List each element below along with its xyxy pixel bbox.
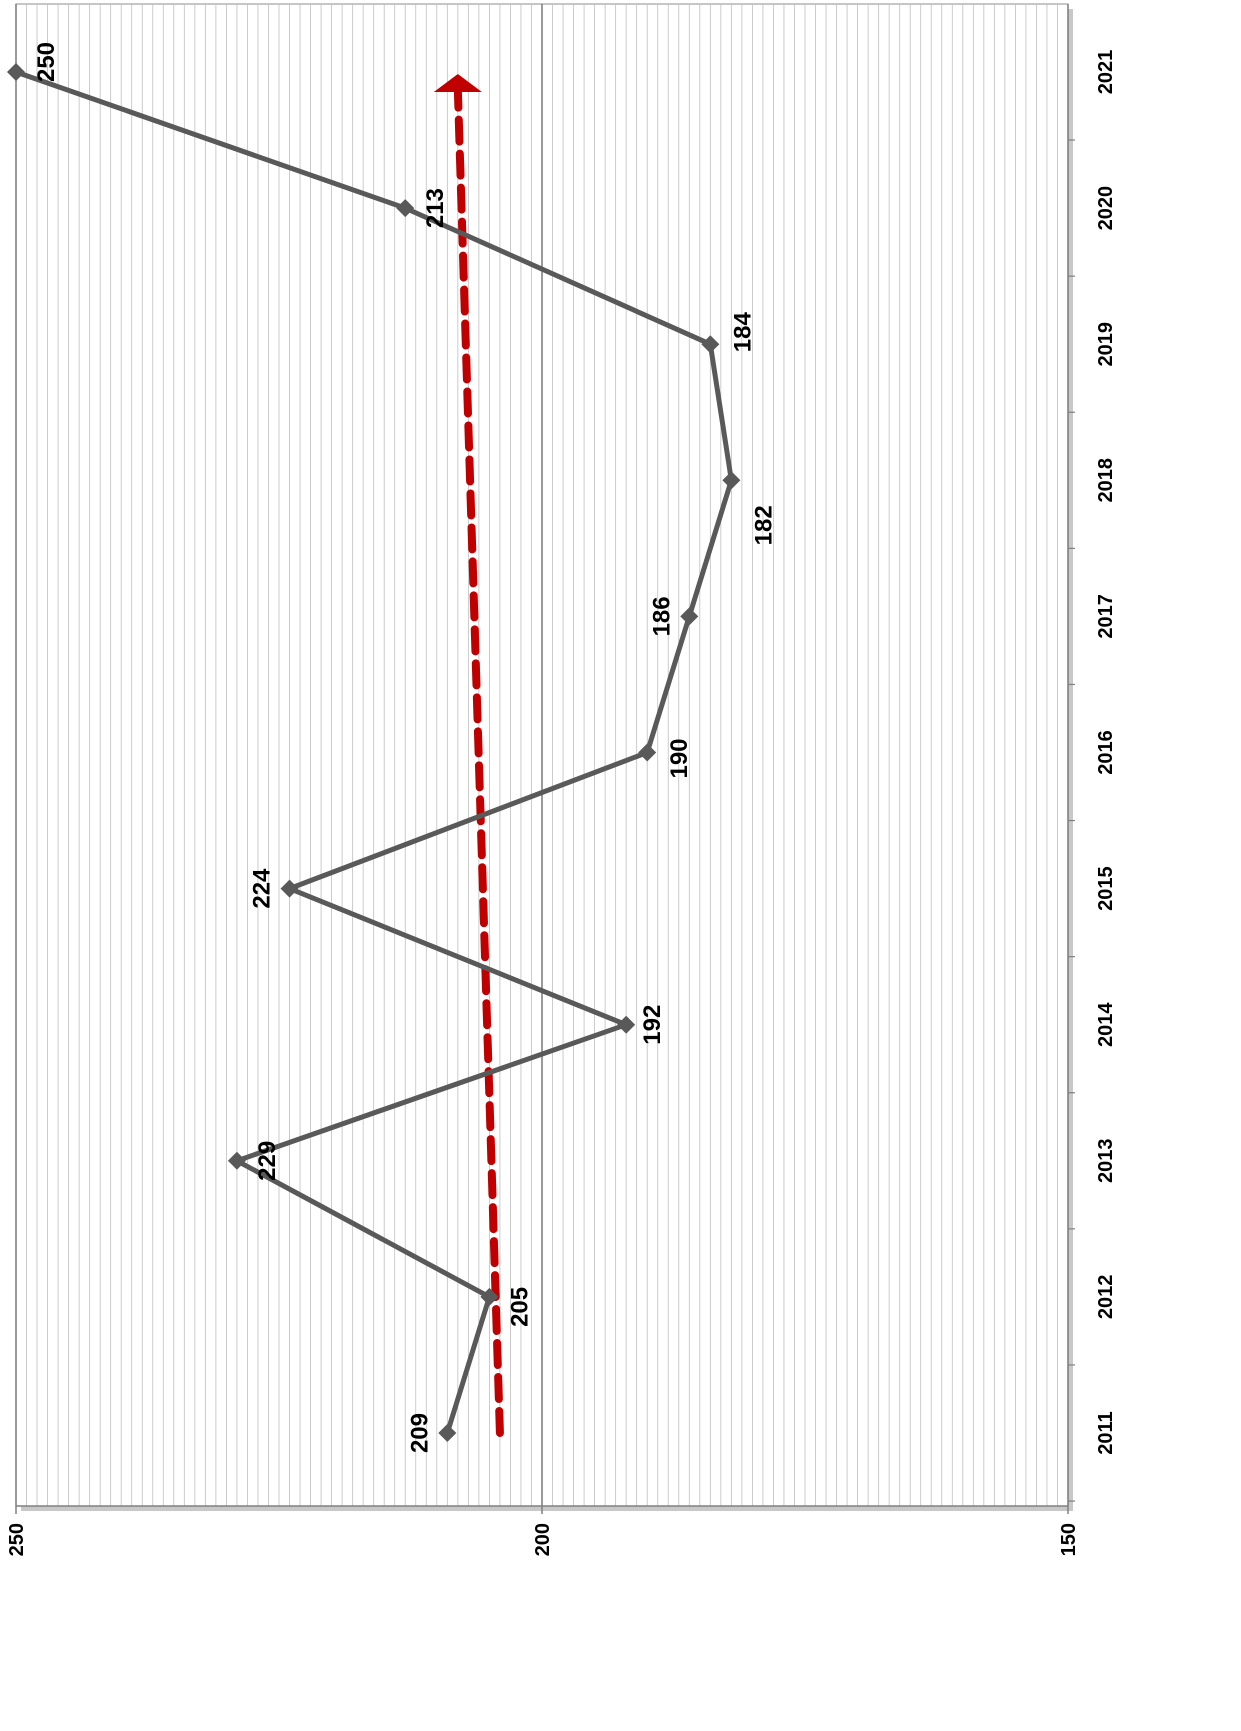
data-labels: 209 205 229 192 224 190 186 182 184 213 250	[33, 42, 777, 1453]
data-label: 184	[729, 312, 756, 353]
plot-area	[15, 3, 1075, 1514]
category-tick-label: 2016	[1095, 730, 1117, 775]
data-label: 190	[666, 738, 693, 778]
data-label: 209	[406, 1413, 433, 1453]
minor-gridlines	[26, 4, 1058, 1506]
series-line	[7, 63, 741, 1442]
category-tick-label: 2014	[1095, 1002, 1117, 1047]
data-point-marker	[680, 607, 699, 626]
data-point-marker	[7, 63, 25, 81]
data-label: 192	[639, 1005, 666, 1045]
data-label: 182	[750, 505, 777, 545]
category-tick-label: 2015	[1095, 866, 1117, 911]
data-point-marker	[617, 1015, 636, 1034]
trendline	[433, 74, 504, 1437]
category-tick-label: 2017	[1095, 594, 1117, 639]
data-point-marker	[227, 1151, 246, 1170]
category-tick-label: 2011	[1095, 1411, 1117, 1454]
category-tick-label: 2018	[1095, 458, 1117, 503]
data-label: 250	[33, 42, 60, 82]
data-label: 213	[422, 188, 449, 228]
data-point-marker	[280, 879, 299, 898]
value-tick-label: 200	[532, 1523, 554, 1556]
category-tick-label: 2012	[1095, 1275, 1117, 1320]
value-tick-label: 150	[1058, 1523, 1080, 1556]
data-point-marker	[438, 1424, 457, 1442]
data-label: 186	[648, 596, 675, 636]
category-tick-label: 2013	[1095, 1139, 1117, 1184]
data-point-marker	[396, 199, 415, 218]
data-label: 229	[254, 1141, 281, 1181]
value-tick-label: 250	[6, 1523, 28, 1556]
trendline-arrowhead	[433, 74, 482, 92]
data-label: 205	[506, 1287, 533, 1327]
data-label: 224	[249, 868, 276, 909]
category-tick-label: 2020	[1095, 186, 1117, 231]
data-point-marker	[638, 743, 657, 762]
category-tick-label: 2019	[1095, 322, 1117, 367]
data-point-marker	[701, 335, 720, 354]
data-point-marker	[480, 1287, 499, 1306]
category-tick-label: 2021	[1095, 50, 1117, 95]
axis-ticks: 150 200 250 2011 2012 2013 2014 2015 2016 2017 201…	[6, 50, 1117, 1557]
trendline-dashes	[453, 86, 504, 1437]
data-point-marker	[722, 471, 741, 490]
